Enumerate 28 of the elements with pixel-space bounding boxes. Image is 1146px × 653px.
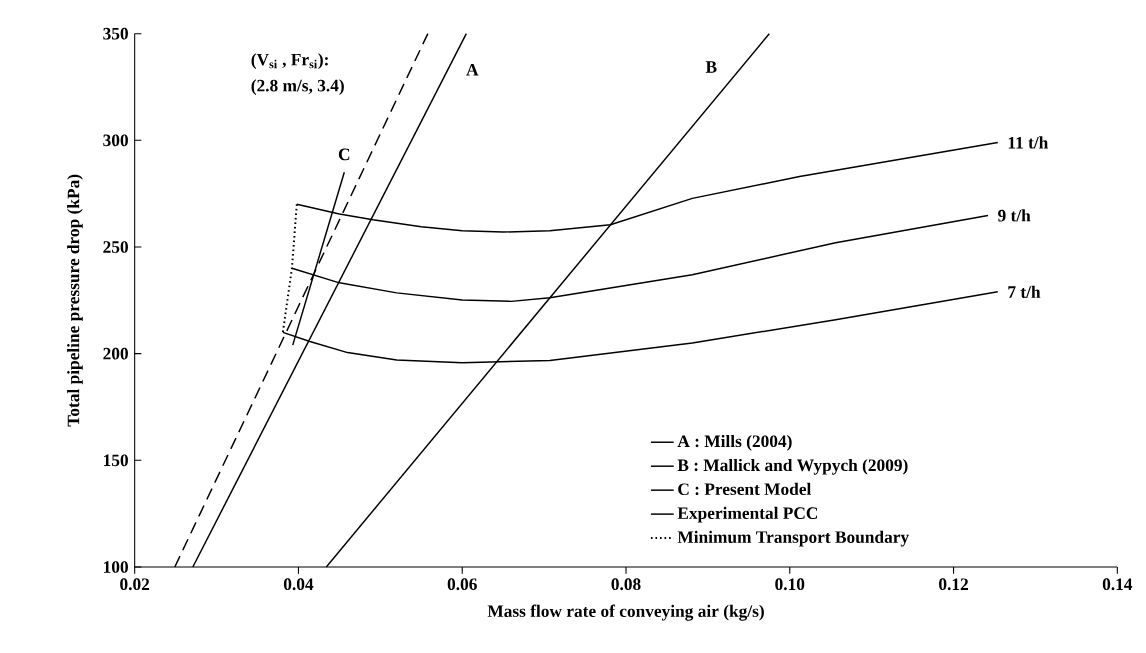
annotation: (2.8 m/s, 3.4) bbox=[251, 79, 344, 95]
x-axis-title: Mass flow rate of conveying air (kg/s) bbox=[487, 604, 764, 621]
legend-label: C : Present Model bbox=[678, 482, 812, 496]
y-tick-label: 150 bbox=[104, 454, 128, 467]
x-tick-label: 0.04 bbox=[283, 578, 314, 591]
x-tick-label: 0.10 bbox=[775, 578, 805, 591]
y-tick-label: 300 bbox=[103, 134, 128, 147]
x-tick-label: 0.02 bbox=[120, 578, 150, 591]
y-tick-label: 200 bbox=[103, 347, 128, 360]
legend-label: Minimum Transport Boundary bbox=[677, 530, 909, 547]
annotation: C bbox=[338, 148, 350, 161]
annotation: A bbox=[466, 63, 479, 76]
y-tick-label: 100 bbox=[104, 561, 128, 573]
y-axis-title: Total pipeline pressure drop (kPa) bbox=[67, 174, 83, 427]
legend-label: Experimental PCC bbox=[677, 506, 818, 523]
annotation: 11 t/h bbox=[1008, 136, 1049, 149]
x-tick-label: 0.08 bbox=[611, 578, 641, 591]
legend-label: A : Mills (2004) bbox=[677, 434, 792, 451]
y-tick-label: 250 bbox=[103, 241, 128, 253]
x-tick-label: 0.12 bbox=[939, 578, 968, 591]
x-tick-label: 0.14 bbox=[1102, 578, 1133, 591]
y-tick-label: 350 bbox=[103, 27, 128, 40]
annotation: (V$_{si}$ , Fr$_{si}$): bbox=[251, 53, 328, 69]
annotation: B bbox=[705, 61, 717, 73]
legend-label: B : Mallick and Wypych (2009) bbox=[677, 458, 908, 475]
annotation: 7 t/h bbox=[1008, 285, 1041, 298]
annotation: 9 t/h bbox=[998, 209, 1031, 222]
x-tick-label: 0.06 bbox=[447, 578, 477, 591]
